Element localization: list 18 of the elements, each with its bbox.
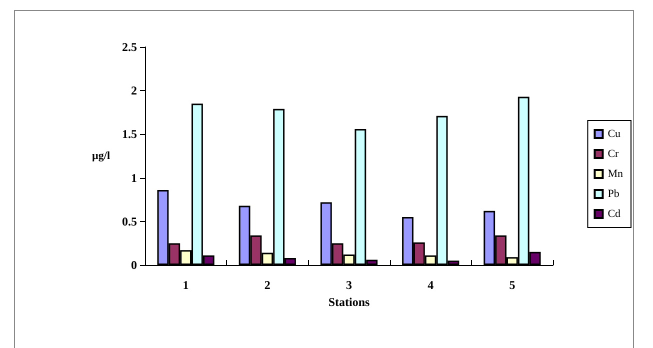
legend-label: Mn [608, 168, 624, 180]
x-tick-label: 4 [428, 278, 434, 292]
y-tick-label: 0.5 [122, 214, 137, 228]
x-tick-label: 3 [346, 278, 352, 292]
y-tick-label: 2.5 [122, 40, 137, 54]
y-tick-label: 2 [131, 84, 137, 98]
y-tick-label: 1 [131, 170, 137, 185]
x-tick-label: 1 [182, 278, 189, 292]
x-axis-title: Stations [328, 294, 370, 309]
x-tick-label: 5 [509, 278, 516, 292]
y-tick-label: 0 [131, 258, 137, 272]
legend-label: Cr [608, 148, 620, 160]
y-axis-title: µg/l [92, 150, 110, 162]
legend-label: Cd [608, 208, 622, 220]
legend-label: Pb [608, 188, 620, 200]
legend-label: Cu [608, 128, 622, 140]
y-tick-label: 1.5 [122, 127, 137, 142]
x-tick-label: 2 [264, 278, 270, 292]
